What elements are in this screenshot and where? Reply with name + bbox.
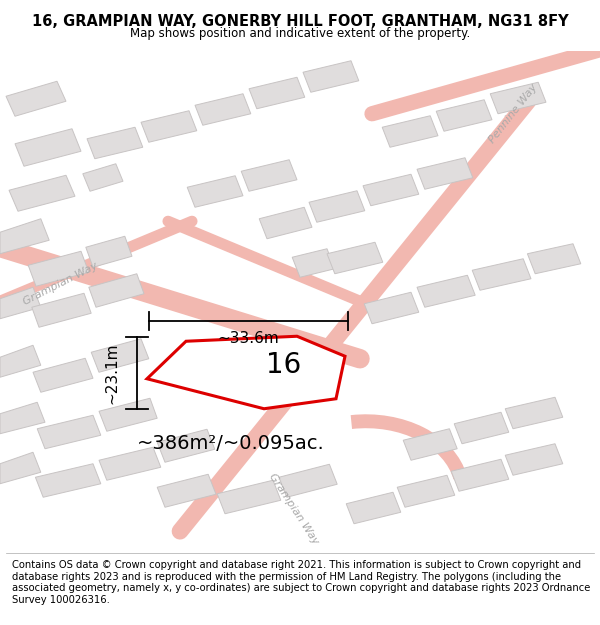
Text: ~23.1m: ~23.1m: [104, 342, 119, 404]
Text: ~33.6m: ~33.6m: [218, 331, 279, 346]
Polygon shape: [403, 429, 457, 460]
Polygon shape: [451, 459, 509, 491]
Polygon shape: [217, 480, 281, 514]
Polygon shape: [0, 452, 41, 484]
Text: 16, GRAMPIAN WAY, GONERBY HILL FOOT, GRANTHAM, NG31 8FY: 16, GRAMPIAN WAY, GONERBY HILL FOOT, GRA…: [32, 14, 568, 29]
Polygon shape: [15, 129, 81, 166]
Polygon shape: [363, 174, 419, 206]
Polygon shape: [309, 191, 365, 222]
Polygon shape: [99, 398, 157, 431]
Polygon shape: [346, 492, 401, 524]
Polygon shape: [490, 82, 546, 114]
Polygon shape: [364, 292, 419, 324]
Polygon shape: [249, 78, 305, 109]
Polygon shape: [527, 244, 581, 274]
Polygon shape: [195, 94, 251, 125]
Polygon shape: [33, 358, 93, 392]
Polygon shape: [6, 81, 66, 116]
Text: Grampian Way: Grampian Way: [268, 471, 320, 546]
Polygon shape: [397, 475, 455, 508]
Polygon shape: [86, 236, 132, 268]
Polygon shape: [436, 100, 492, 131]
Polygon shape: [0, 219, 49, 254]
Polygon shape: [99, 448, 161, 480]
Polygon shape: [157, 474, 216, 508]
Text: ~386m²/~0.095ac.: ~386m²/~0.095ac.: [137, 434, 325, 453]
Polygon shape: [292, 249, 335, 278]
Polygon shape: [382, 116, 438, 148]
Polygon shape: [303, 61, 359, 92]
Text: Map shows position and indicative extent of the property.: Map shows position and indicative extent…: [130, 27, 470, 40]
Polygon shape: [35, 464, 101, 498]
Polygon shape: [141, 111, 197, 142]
Polygon shape: [472, 259, 531, 290]
Text: Pennine Way: Pennine Way: [487, 82, 539, 145]
Polygon shape: [454, 412, 509, 444]
Polygon shape: [157, 429, 215, 462]
Polygon shape: [89, 274, 144, 308]
Polygon shape: [241, 160, 297, 191]
Polygon shape: [32, 293, 91, 328]
Polygon shape: [0, 402, 45, 434]
Text: Grampian Way: Grampian Way: [21, 261, 99, 307]
Polygon shape: [505, 398, 563, 429]
Polygon shape: [505, 444, 563, 475]
Polygon shape: [0, 345, 41, 378]
Polygon shape: [147, 336, 345, 409]
Text: Contains OS data © Crown copyright and database right 2021. This information is : Contains OS data © Crown copyright and d…: [12, 560, 590, 605]
Polygon shape: [0, 288, 41, 319]
Polygon shape: [9, 175, 75, 211]
Polygon shape: [83, 164, 123, 191]
Text: 16: 16: [266, 351, 301, 379]
Polygon shape: [327, 242, 383, 274]
Polygon shape: [91, 339, 149, 372]
Polygon shape: [417, 158, 473, 189]
Polygon shape: [87, 127, 143, 159]
Polygon shape: [37, 415, 101, 449]
Polygon shape: [259, 208, 312, 239]
Polygon shape: [279, 464, 337, 498]
Polygon shape: [417, 275, 475, 308]
Polygon shape: [28, 251, 89, 286]
Polygon shape: [187, 176, 243, 208]
